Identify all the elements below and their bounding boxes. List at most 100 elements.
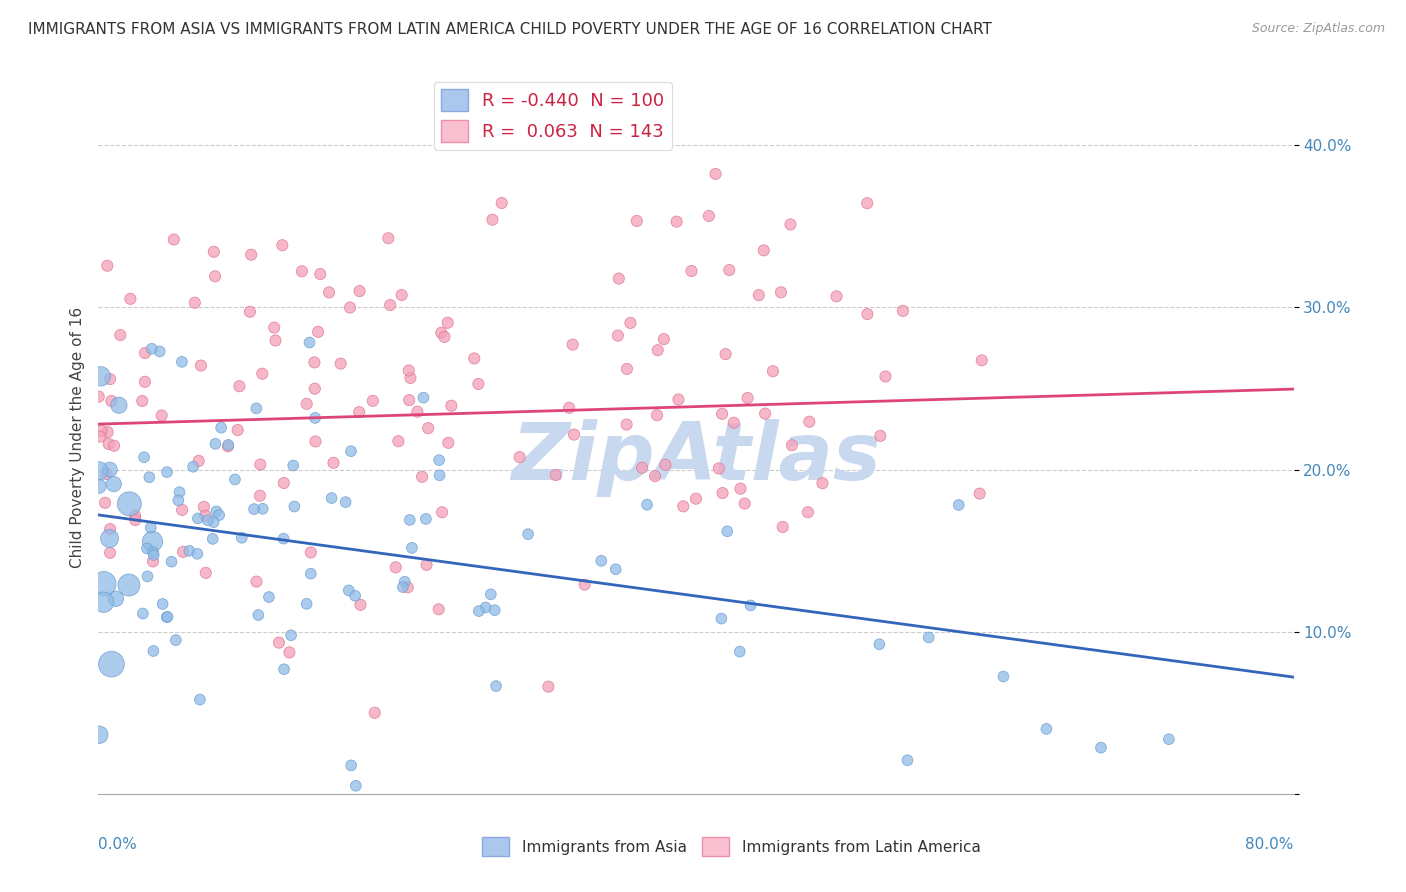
Point	[204, 437, 226, 451]
Point	[335, 495, 357, 509]
Point	[616, 417, 638, 432]
Point	[139, 520, 162, 534]
Point	[799, 415, 821, 429]
Point	[318, 285, 340, 300]
Point	[231, 531, 253, 545]
Point	[181, 459, 204, 474]
Point	[344, 589, 367, 603]
Point	[245, 401, 267, 416]
Point	[291, 264, 314, 278]
Point	[156, 465, 179, 479]
Point	[561, 337, 583, 351]
Point	[108, 398, 131, 412]
Point	[104, 591, 127, 606]
Point	[98, 372, 121, 386]
Point	[110, 328, 132, 343]
Text: 0.0%: 0.0%	[98, 837, 138, 852]
Point	[132, 607, 155, 621]
Point	[245, 574, 267, 589]
Point	[141, 534, 163, 549]
Point	[748, 288, 770, 302]
Point	[89, 429, 111, 443]
Text: IMMIGRANTS FROM ASIA VS IMMIGRANTS FROM LATIN AMERICA CHILD POVERTY UNDER THE AG: IMMIGRANTS FROM ASIA VS IMMIGRANTS FROM …	[28, 22, 993, 37]
Point	[202, 515, 225, 529]
Point	[98, 546, 121, 560]
Point	[427, 602, 450, 616]
Point	[825, 289, 848, 303]
Point	[509, 450, 531, 464]
Point	[304, 382, 326, 396]
Point	[340, 444, 363, 458]
Point	[652, 332, 675, 346]
Point	[716, 524, 738, 539]
Point	[361, 393, 384, 408]
Point	[186, 547, 208, 561]
Point	[273, 475, 295, 490]
Point	[167, 493, 190, 508]
Point	[467, 376, 489, 391]
Point	[723, 416, 745, 430]
Point	[124, 508, 146, 523]
Point	[283, 500, 305, 514]
Point	[344, 779, 367, 793]
Point	[665, 214, 688, 228]
Point	[387, 434, 409, 449]
Point	[463, 351, 485, 366]
Point	[544, 468, 567, 483]
Point	[184, 295, 207, 310]
Point	[273, 662, 295, 676]
Point	[138, 470, 160, 484]
Point	[378, 298, 401, 312]
Point	[411, 470, 433, 484]
Point	[668, 392, 690, 407]
Point	[399, 371, 422, 385]
Point	[396, 580, 419, 594]
Point	[97, 425, 120, 439]
Point	[1090, 740, 1112, 755]
Point	[606, 328, 628, 343]
Point	[247, 608, 270, 623]
Point	[136, 569, 159, 583]
Point	[730, 482, 752, 496]
Point	[134, 346, 156, 360]
Point	[737, 391, 759, 405]
Point	[779, 218, 801, 232]
Point	[704, 167, 727, 181]
Point	[415, 558, 437, 572]
Point	[868, 637, 890, 651]
Point	[142, 644, 165, 658]
Point	[118, 578, 141, 592]
Point	[98, 522, 121, 536]
Point	[120, 292, 142, 306]
Point	[869, 429, 891, 443]
Point	[762, 364, 785, 378]
Point	[307, 325, 329, 339]
Point	[103, 477, 125, 491]
Point	[134, 375, 156, 389]
Point	[228, 379, 250, 393]
Point	[433, 330, 456, 344]
Point	[740, 599, 762, 613]
Point	[619, 316, 641, 330]
Point	[142, 548, 165, 562]
Point	[797, 505, 820, 519]
Point	[304, 411, 326, 425]
Point	[249, 458, 271, 472]
Point	[406, 405, 429, 419]
Point	[645, 408, 668, 422]
Point	[440, 399, 463, 413]
Point	[97, 437, 120, 451]
Point	[252, 367, 274, 381]
Y-axis label: Child Poverty Under the Age of 16: Child Poverty Under the Age of 16	[69, 307, 84, 567]
Text: 80.0%: 80.0%	[1246, 837, 1294, 852]
Point	[197, 513, 219, 527]
Point	[190, 359, 212, 373]
Point	[94, 496, 117, 510]
Text: Source: ZipAtlas.com: Source: ZipAtlas.com	[1251, 22, 1385, 36]
Point	[169, 485, 191, 500]
Point	[377, 231, 399, 245]
Point	[401, 541, 423, 555]
Point	[711, 486, 734, 500]
Point	[304, 434, 326, 449]
Point	[309, 267, 332, 281]
